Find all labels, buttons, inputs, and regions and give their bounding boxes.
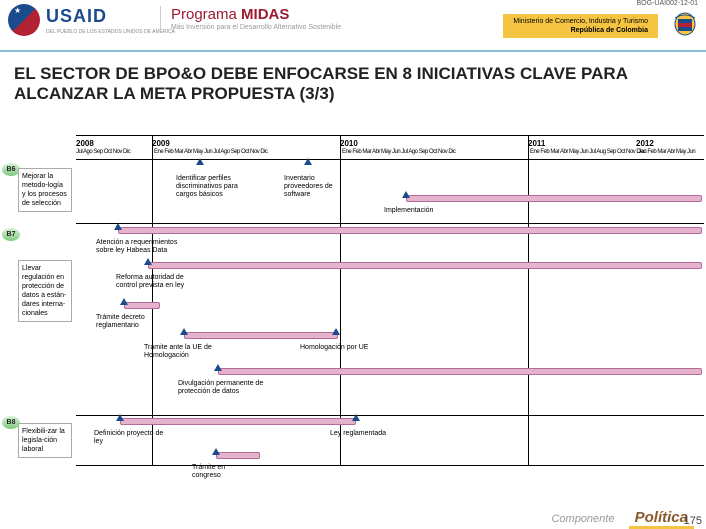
milestone-icon [116,414,124,421]
row-label-box: Flexibili-zar la legisla-ción laboral [18,423,72,458]
milestone-label: Trámite ante la UE de Homologación [144,344,224,360]
gantt-bar [184,332,338,339]
milestone-label: Homologación por UE [300,344,390,352]
gantt-bar [218,368,702,375]
milestone-icon [304,158,312,165]
milestone-label: Ley reglamentada [330,430,410,438]
gantt-bar [216,452,260,459]
milestone-icon [196,158,204,165]
year-label: 2010 [340,139,358,148]
footer: Componente Política [511,506,706,529]
footer-componente: Componente [551,513,614,525]
milestone-icon [402,191,410,198]
milestone-icon [352,414,360,421]
gantt-bar [148,262,702,269]
grid-hline [76,223,704,224]
row-badge: B7 [2,228,20,241]
midas-bold: MIDAS [241,6,289,23]
gantt-bar [406,195,702,202]
ministry-box: Ministerio de Comercio, Industria y Turi… [503,14,658,38]
month-labels: Ene Feb Mar Abr May Jun Jul Ago Sep Oct … [342,149,456,155]
grid-hline [76,135,704,136]
doc-code: BOG-UAI002-12-01 [637,0,698,7]
midas-programa: Programa [171,6,241,23]
row-label-box: Llevar regulación en protección de datos… [18,260,72,322]
grid-hline [76,465,704,466]
year-label: 2008 [76,139,94,148]
year-label: 2012 [636,139,654,148]
usaid-logo-icon [8,4,40,36]
gantt-bar [118,227,702,234]
usaid-subtitle: DEL PUEBLO DE LOS ESTADOS UNIDOS DE AMÉR… [46,29,175,35]
gantt-bar [120,418,356,425]
coat-of-arms-icon [670,10,700,40]
gantt-bar [124,302,160,309]
milestone-label: Divulgación permanente de protección de … [178,380,278,396]
midas-subtitle: Más Inversión para el Desarrollo Alterna… [171,24,341,31]
milestone-icon [180,328,188,335]
month-labels: Ene Feb Mar Abr May Jun Jul Ago Sep Oct … [154,149,268,155]
usaid-block: USAID DEL PUEBLO DE LOS ESTADOS UNIDOS D… [8,4,175,36]
milestone-label: Identificar perfiles discriminativos par… [176,175,246,199]
milestone-label: Trámite en congreso [192,464,252,480]
year-label: 2009 [152,139,170,148]
grid-hline [76,415,704,416]
milestone-label: Implementación [384,207,464,215]
ministry-line: Ministerio de Comercio, Industria y Turi… [513,17,648,26]
year-label: 2011 [528,139,545,148]
milestone-label: Atención a requerimientos sobre ley Habe… [96,239,196,255]
milestone-label: Reforma autoridad de control prevista en… [116,274,206,290]
milestone-icon [114,223,122,230]
midas-block: Programa MIDAS Más Inversión para el Des… [160,6,341,31]
month-labels: Jul Ago Sep Oct Nov Dic [76,149,130,155]
milestone-label: Trámite decreto reglamentario [96,314,176,330]
milestone-icon [332,328,340,335]
milestone-icon [144,258,152,265]
milestone-icon [120,298,128,305]
page-title: EL SECTOR DE BPO&O DEBE ENFOCARSE EN 8 I… [0,52,706,110]
page-number: 175 [684,515,702,527]
milestone-icon [212,448,220,455]
grid-hline [76,159,704,160]
timeline-grid: 2008 2009 2010 2011 2012 Jul Ago Sep Oct Nov … [76,135,704,473]
milestone-label: Definición proyecto de ley [94,430,164,446]
month-labels: Ene Feb Mar Abr May Jun Jul Aug Sep Oct … [530,149,646,155]
row-label-box: Mejorar la metodo-logía y los procesos d… [18,168,72,212]
header-bar: BOG-UAI002-12-01 USAID DEL PUEBLO DE LOS… [0,0,706,52]
ministry-rep: República de Colombia [513,26,648,35]
milestone-label: Inventario proveedores de software [284,175,344,199]
month-labels: Jan Feb Mar Abr May Jun [638,149,695,155]
usaid-text: USAID [46,6,175,27]
milestone-icon [214,364,222,371]
